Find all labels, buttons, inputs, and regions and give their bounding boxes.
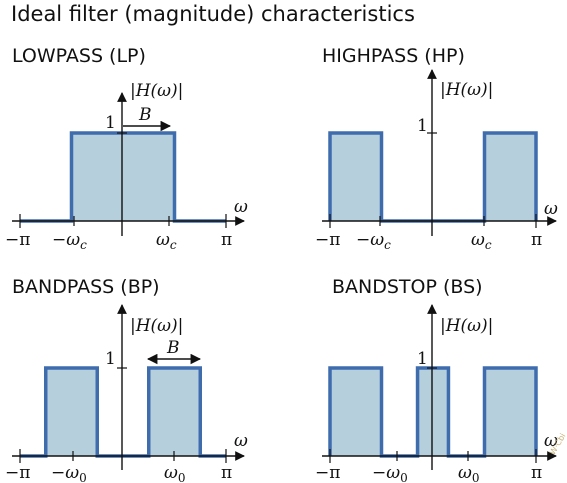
y-axis-label: |H(ω)| [130, 316, 183, 336]
bandpass-bands [20, 368, 226, 456]
lowpass-bands [20, 133, 226, 221]
bandpass-plot: |H(ω)| ω 1 B −π π −ω0 ω0 [5, 305, 248, 483]
unit-label: 1 [417, 116, 428, 136]
x-axis-label: ω [234, 197, 248, 217]
w0-label: ω0 [458, 463, 480, 483]
bandwidth-label: B [138, 105, 152, 125]
x-axis-label: ω [234, 431, 248, 451]
wc-label: ωc [156, 230, 177, 252]
neg-pi-label: −π [5, 463, 30, 483]
wc-label: ωc [471, 230, 492, 252]
y-axis-label: |H(ω)| [130, 81, 183, 101]
pi-label: π [531, 463, 542, 483]
unit-label: 1 [105, 113, 116, 133]
neg-w0-label: −ω0 [372, 463, 408, 483]
bandwidth-label: B [166, 338, 180, 358]
passband-fill [149, 368, 201, 456]
passband-fill [330, 133, 382, 221]
passband-fill [72, 133, 175, 221]
passband-fill [418, 368, 449, 456]
highpass-plot: |H(ω)| ω 1 −π π −ωc ωc [315, 70, 558, 252]
pi-label: π [221, 230, 232, 250]
neg-wc-label: −ωc [356, 230, 391, 252]
x-axis-label: ω [544, 199, 558, 219]
unit-label: 1 [105, 349, 116, 369]
y-axis-label: |H(ω)| [440, 316, 493, 336]
passband-fill [485, 368, 537, 456]
passband-fill [46, 368, 98, 456]
passband-fill [330, 368, 382, 456]
w0-label: ω0 [164, 463, 186, 483]
pi-label: π [221, 463, 232, 483]
highpass-bands [330, 133, 536, 221]
neg-pi-label: −π [315, 230, 340, 250]
passband-fill [485, 133, 537, 221]
neg-pi-label: −π [315, 463, 340, 483]
y-axis-label: |H(ω)| [440, 80, 493, 100]
neg-pi-label: −π [5, 230, 30, 250]
bandstop-bands [330, 368, 536, 456]
pi-label: π [531, 230, 542, 250]
neg-wc-label: −ωc [52, 230, 87, 252]
bandstop-plot: |H(ω)| ω 1 −π π −ω0 ω0 [315, 305, 558, 483]
lowpass-plot: |H(ω)| ω 1 B −π π −ωc ωc [5, 81, 248, 252]
unit-label: 1 [417, 349, 428, 369]
neg-w0-label: −ω0 [51, 463, 87, 483]
